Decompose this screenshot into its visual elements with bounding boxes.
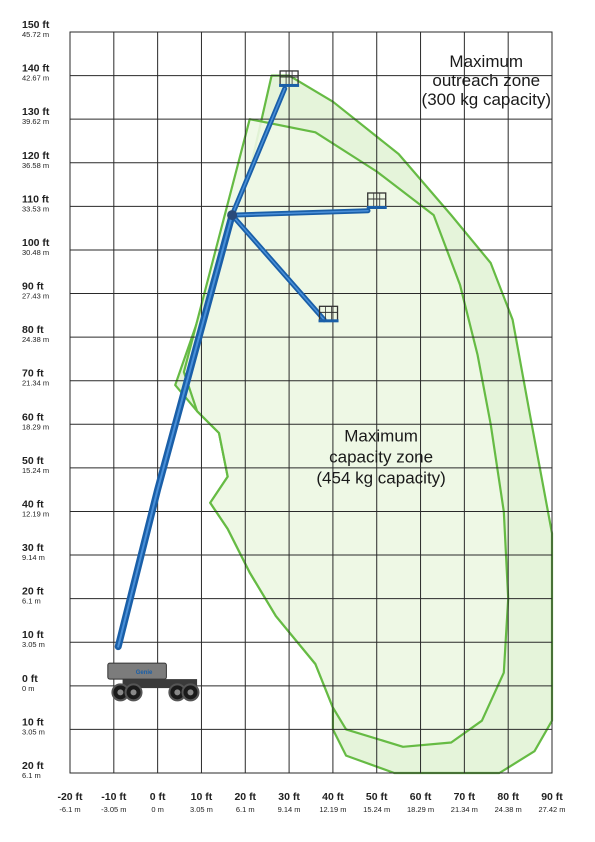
x-tick-m: -6.1 m xyxy=(59,805,80,814)
brand-label: Genie xyxy=(136,670,153,676)
y-tick-m: 24.38 m xyxy=(22,335,49,344)
y-tick-m: 30.48 m xyxy=(22,248,49,257)
y-tick-ft: 20 ft xyxy=(22,586,44,598)
wheel-hub xyxy=(130,689,137,696)
x-tick-ft: -20 ft xyxy=(57,791,83,803)
x-tick-m: -3.05 m xyxy=(101,805,126,814)
x-tick-ft: 0 ft xyxy=(150,791,166,803)
y-tick-ft: 120 ft xyxy=(22,150,50,162)
y-tick-m: 6.1 m xyxy=(22,597,41,606)
x-tick-m: 9.14 m xyxy=(278,805,301,814)
y-tick-m: 12.19 m xyxy=(22,509,49,518)
y-tick-m: 6.1 m xyxy=(22,771,41,780)
wheel-hub xyxy=(187,689,194,696)
y-tick-m: 27.43 m xyxy=(22,292,49,301)
y-tick-ft: 150 ft xyxy=(22,19,50,31)
platform-basket xyxy=(366,192,387,209)
x-tick-m: 21.34 m xyxy=(451,805,478,814)
y-tick-ft: 30 ft xyxy=(22,542,44,554)
x-tick-ft: 60 ft xyxy=(410,791,432,803)
y-tick-ft: 100 ft xyxy=(22,237,50,249)
x-tick-m: 18.29 m xyxy=(407,805,434,814)
x-tick-m: 27.42 m xyxy=(538,805,565,814)
x-tick-ft: 30 ft xyxy=(278,791,300,803)
jib-boom-highlight xyxy=(231,87,286,216)
y-tick-m: 0 m xyxy=(22,684,35,693)
x-tick-m: 0 m xyxy=(151,805,164,814)
capacity-zone-label: Maximum capacity zone (454 kg capacity) xyxy=(316,427,445,488)
labels-layer: Maximum outreach zone (300 kg capacity) Max… xyxy=(316,52,551,488)
y-tick-m: 45.72 m xyxy=(22,30,49,39)
grid-layer xyxy=(69,31,553,774)
y-tick-ft: 80 ft xyxy=(22,324,44,336)
jib-boom-highlight xyxy=(231,209,369,216)
y-tick-m: 3.05 m xyxy=(22,640,45,649)
y-tick-ft: 0 ft xyxy=(22,673,38,685)
wheel-hub xyxy=(174,689,181,696)
y-tick-m: 18.29 m xyxy=(22,422,49,431)
y-tick-m: 21.34 m xyxy=(22,379,49,388)
y-tick-m: 3.05 m xyxy=(22,727,45,736)
y-tick-ft: 130 ft xyxy=(22,106,50,118)
machine-layer: Genie xyxy=(107,70,387,702)
x-tick-ft: 80 ft xyxy=(497,791,519,803)
y-tick-m: 42.67 m xyxy=(22,74,49,83)
y-tick-m: 33.53 m xyxy=(22,204,49,213)
x-tick-ft: 50 ft xyxy=(366,791,388,803)
y-tick-ft: 50 ft xyxy=(22,455,44,467)
y-tick-m: 15.24 m xyxy=(22,466,49,475)
capacity-zone xyxy=(182,118,510,748)
y-tick-ft: 10 ft xyxy=(22,716,44,728)
y-tick-m: 39.62 m xyxy=(22,117,49,126)
y-tick-m: 36.58 m xyxy=(22,161,49,170)
y-tick-ft: 110 ft xyxy=(22,193,49,205)
outreach-zone-label: Maximum outreach zone (300 kg capacity) xyxy=(422,52,551,109)
x-tick-ft: 40 ft xyxy=(322,791,344,803)
y-tick-ft: 20 ft xyxy=(22,760,44,772)
x-tick-ft: -10 ft xyxy=(101,791,127,803)
wheel-hub xyxy=(117,689,124,696)
jib-boom-highlight xyxy=(231,214,325,321)
chassis xyxy=(122,679,198,689)
x-tick-m: 6.1 m xyxy=(236,805,255,814)
x-tick-ft: 20 ft xyxy=(234,791,256,803)
y-tick-ft: 140 ft xyxy=(22,63,50,75)
y-tick-ft: 40 ft xyxy=(22,498,44,510)
y-tick-ft: 90 ft xyxy=(22,281,44,293)
x-tick-m: 24.38 m xyxy=(495,805,522,814)
knuckle-joint xyxy=(227,210,238,221)
y-tick-ft: 10 ft xyxy=(22,629,44,641)
y-tick-ft: 70 ft xyxy=(22,368,44,380)
y-tick-ft: 60 ft xyxy=(22,411,44,423)
main-boom-highlight xyxy=(117,214,234,648)
x-tick-m: 15.24 m xyxy=(363,805,390,814)
x-tick-ft: 70 ft xyxy=(454,791,476,803)
platform-basket xyxy=(279,70,300,87)
x-tick-m: 3.05 m xyxy=(190,805,213,814)
y-tick-m: 9.14 m xyxy=(22,553,45,562)
grid-frame xyxy=(69,31,553,774)
x-tick-m: 12.19 m xyxy=(319,805,346,814)
platform-basket xyxy=(318,305,339,323)
x-tick-ft: 90 ft xyxy=(541,791,563,803)
x-tick-ft: 10 ft xyxy=(191,791,213,803)
